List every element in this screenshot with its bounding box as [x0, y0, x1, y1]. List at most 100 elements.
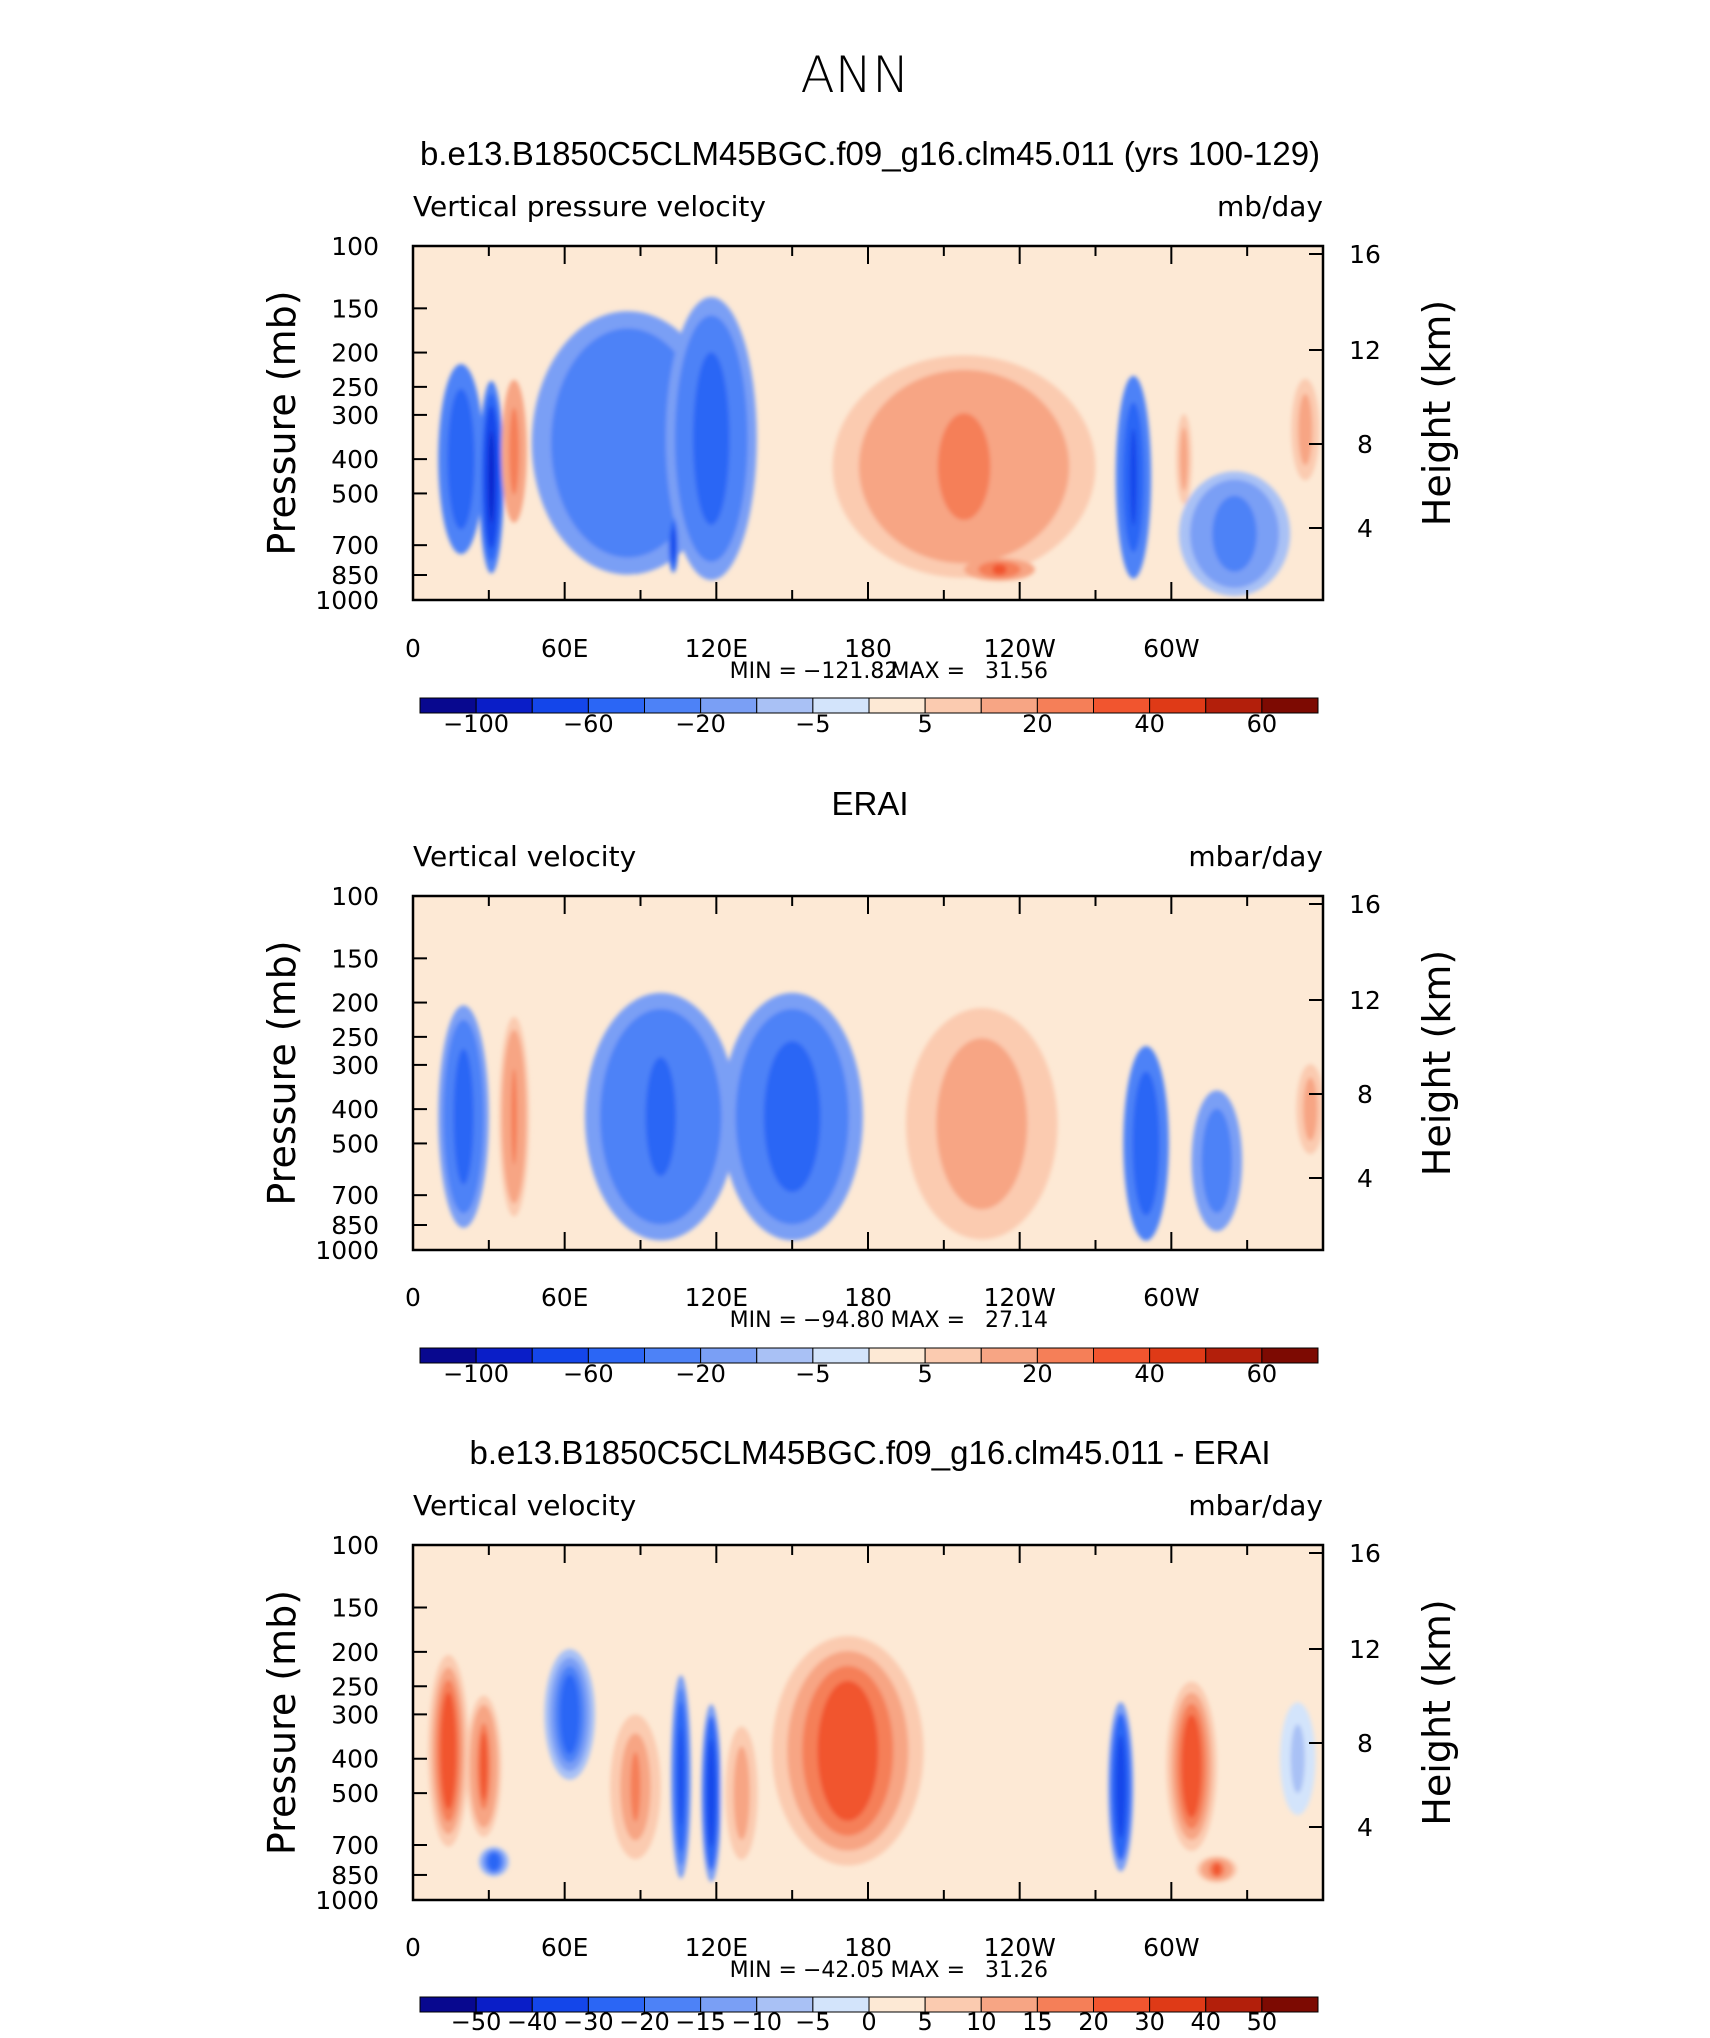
- colorbar-label: −5: [795, 2008, 830, 2036]
- y-tick-label: 700: [331, 1831, 379, 1860]
- chart-title: ERAI: [831, 785, 908, 822]
- colorbar-label: −10: [731, 2008, 782, 2036]
- y-tick-label: 700: [331, 1181, 379, 1210]
- y2-tick-label: 8: [1357, 1080, 1373, 1109]
- contour-level: [608, 379, 648, 507]
- y2-tick-label: 16: [1349, 240, 1381, 269]
- chart-title: b.e13.B1850C5CLM45BGC.f09_g16.clm45.011 …: [469, 1434, 1270, 1471]
- contour-level: [678, 1728, 683, 1826]
- variable-label: Vertical pressure velocity: [413, 190, 766, 223]
- y-tick-label: 200: [331, 1638, 379, 1667]
- x-tick-label: 180: [844, 634, 892, 663]
- y-axis-label: Pressure (mb): [260, 290, 304, 555]
- contour-shapes: [428, 1636, 1316, 1883]
- y2-tick-label: 16: [1349, 890, 1381, 919]
- y-tick-label: 500: [331, 479, 379, 508]
- colorbar-label: 5: [917, 1360, 932, 1388]
- colorbar-label: −20: [675, 1360, 726, 1388]
- y2-tick-label: 8: [1357, 1729, 1373, 1758]
- y2-tick-label: 12: [1349, 986, 1381, 1015]
- units-label: mbar/day: [1188, 1489, 1323, 1522]
- y2-tick-label: 12: [1349, 336, 1381, 365]
- contour-level: [778, 1057, 807, 1177]
- y-tick-label: 850: [331, 1211, 379, 1240]
- y-tick-label: 700: [331, 531, 379, 560]
- colorbar-label: 60: [1247, 1360, 1278, 1388]
- min-value: −121.82: [803, 659, 898, 684]
- panels: b.e13.B1850C5CLM45BGC.f09_g16.clm45.011 …: [260, 135, 1459, 2036]
- colorbar-label: −5: [795, 710, 830, 738]
- y2-axis-label: Height (km): [1415, 300, 1459, 526]
- contour-level: [630, 1752, 641, 1822]
- contour-level: [671, 531, 676, 559]
- y-tick-label: 200: [331, 989, 379, 1018]
- x-tick-label: 60E: [541, 634, 589, 663]
- max-label: MAX =: [890, 659, 965, 684]
- contour-level: [1211, 1127, 1222, 1195]
- colorbar-label: −100: [443, 1360, 509, 1388]
- contour-level: [937, 413, 991, 521]
- y2-axis-label: Height (km): [1415, 950, 1459, 1176]
- y-tick-label: 200: [331, 339, 379, 368]
- colorbar-label: −100: [443, 710, 509, 738]
- y-tick-label: 400: [331, 1095, 379, 1124]
- variable-label: Vertical velocity: [413, 840, 636, 873]
- y-tick-label: 250: [331, 1023, 379, 1052]
- x-tick-label: 60E: [541, 1933, 589, 1962]
- y2-tick-label: 4: [1357, 1164, 1373, 1193]
- min-label: MIN =: [730, 659, 797, 684]
- contour-level: [1212, 1863, 1221, 1876]
- colorbar-label: 20: [1022, 1360, 1053, 1388]
- contour-level: [832, 1695, 863, 1806]
- contour-level: [511, 1068, 518, 1165]
- colorbar-swatch: [1261, 1996, 1319, 2013]
- x-tick-label: 120E: [685, 634, 749, 663]
- y-tick-label: 300: [331, 401, 379, 430]
- min-value: −42.05: [803, 1958, 884, 1983]
- max-value: 27.14: [985, 1308, 1048, 1333]
- contour-level: [564, 1683, 575, 1746]
- y2-tick-label: 8: [1357, 430, 1373, 459]
- y-tick-label: 1000: [315, 586, 379, 615]
- contour-level: [458, 1063, 469, 1171]
- contour-level: [737, 1756, 746, 1830]
- y-axis-label: Pressure (mb): [260, 940, 304, 1205]
- y-tick-label: 250: [331, 1672, 379, 1701]
- colorbar-label: −60: [563, 1360, 614, 1388]
- y-tick-label: 400: [331, 445, 379, 474]
- contour-level: [645, 1057, 676, 1177]
- y-tick-label: 500: [331, 1129, 379, 1158]
- x-tick-label: 120W: [983, 634, 1055, 663]
- contour-level: [490, 1854, 497, 1869]
- contour-level: [709, 1750, 714, 1836]
- contour-level: [966, 1068, 997, 1180]
- y-tick-label: 400: [331, 1745, 379, 1774]
- y-tick-label: 150: [331, 1594, 379, 1623]
- x-tick-label: 60W: [1143, 634, 1200, 663]
- x-tick-label: 0: [405, 1283, 421, 1312]
- colorbar-label: 60: [1247, 710, 1278, 738]
- colorbar-label: 0: [861, 2008, 876, 2036]
- contour-level: [1129, 428, 1137, 526]
- y-tick-label: 850: [331, 561, 379, 590]
- contour-level: [1186, 1725, 1197, 1807]
- y2-tick-label: 12: [1349, 1635, 1381, 1664]
- colorbar: −100 −60 −20 −5 5 20 40 60: [419, 1347, 1319, 1388]
- y2-tick-label: 4: [1357, 1813, 1373, 1842]
- colorbar-label: 15: [1022, 2008, 1053, 2036]
- colorbar-label: 20: [1078, 2008, 1109, 2036]
- max-value: 31.56: [985, 659, 1048, 684]
- y-tick-label: 250: [331, 373, 379, 402]
- contour-level: [992, 564, 1007, 575]
- colorbar-label: 5: [917, 710, 932, 738]
- contour-level: [1301, 401, 1309, 458]
- x-tick-label: 180: [844, 1933, 892, 1962]
- y-tick-label: 300: [331, 1700, 379, 1729]
- max-label: MAX =: [890, 1308, 965, 1333]
- variable-label: Vertical velocity: [413, 1489, 636, 1522]
- colorbar-label: −15: [675, 2008, 726, 2036]
- contour-level: [444, 1704, 453, 1797]
- chart-panel-1: b.e13.B1850C5CLM45BGC.f09_g16.clm45.011 …: [260, 135, 1459, 738]
- min-label: MIN =: [730, 1308, 797, 1333]
